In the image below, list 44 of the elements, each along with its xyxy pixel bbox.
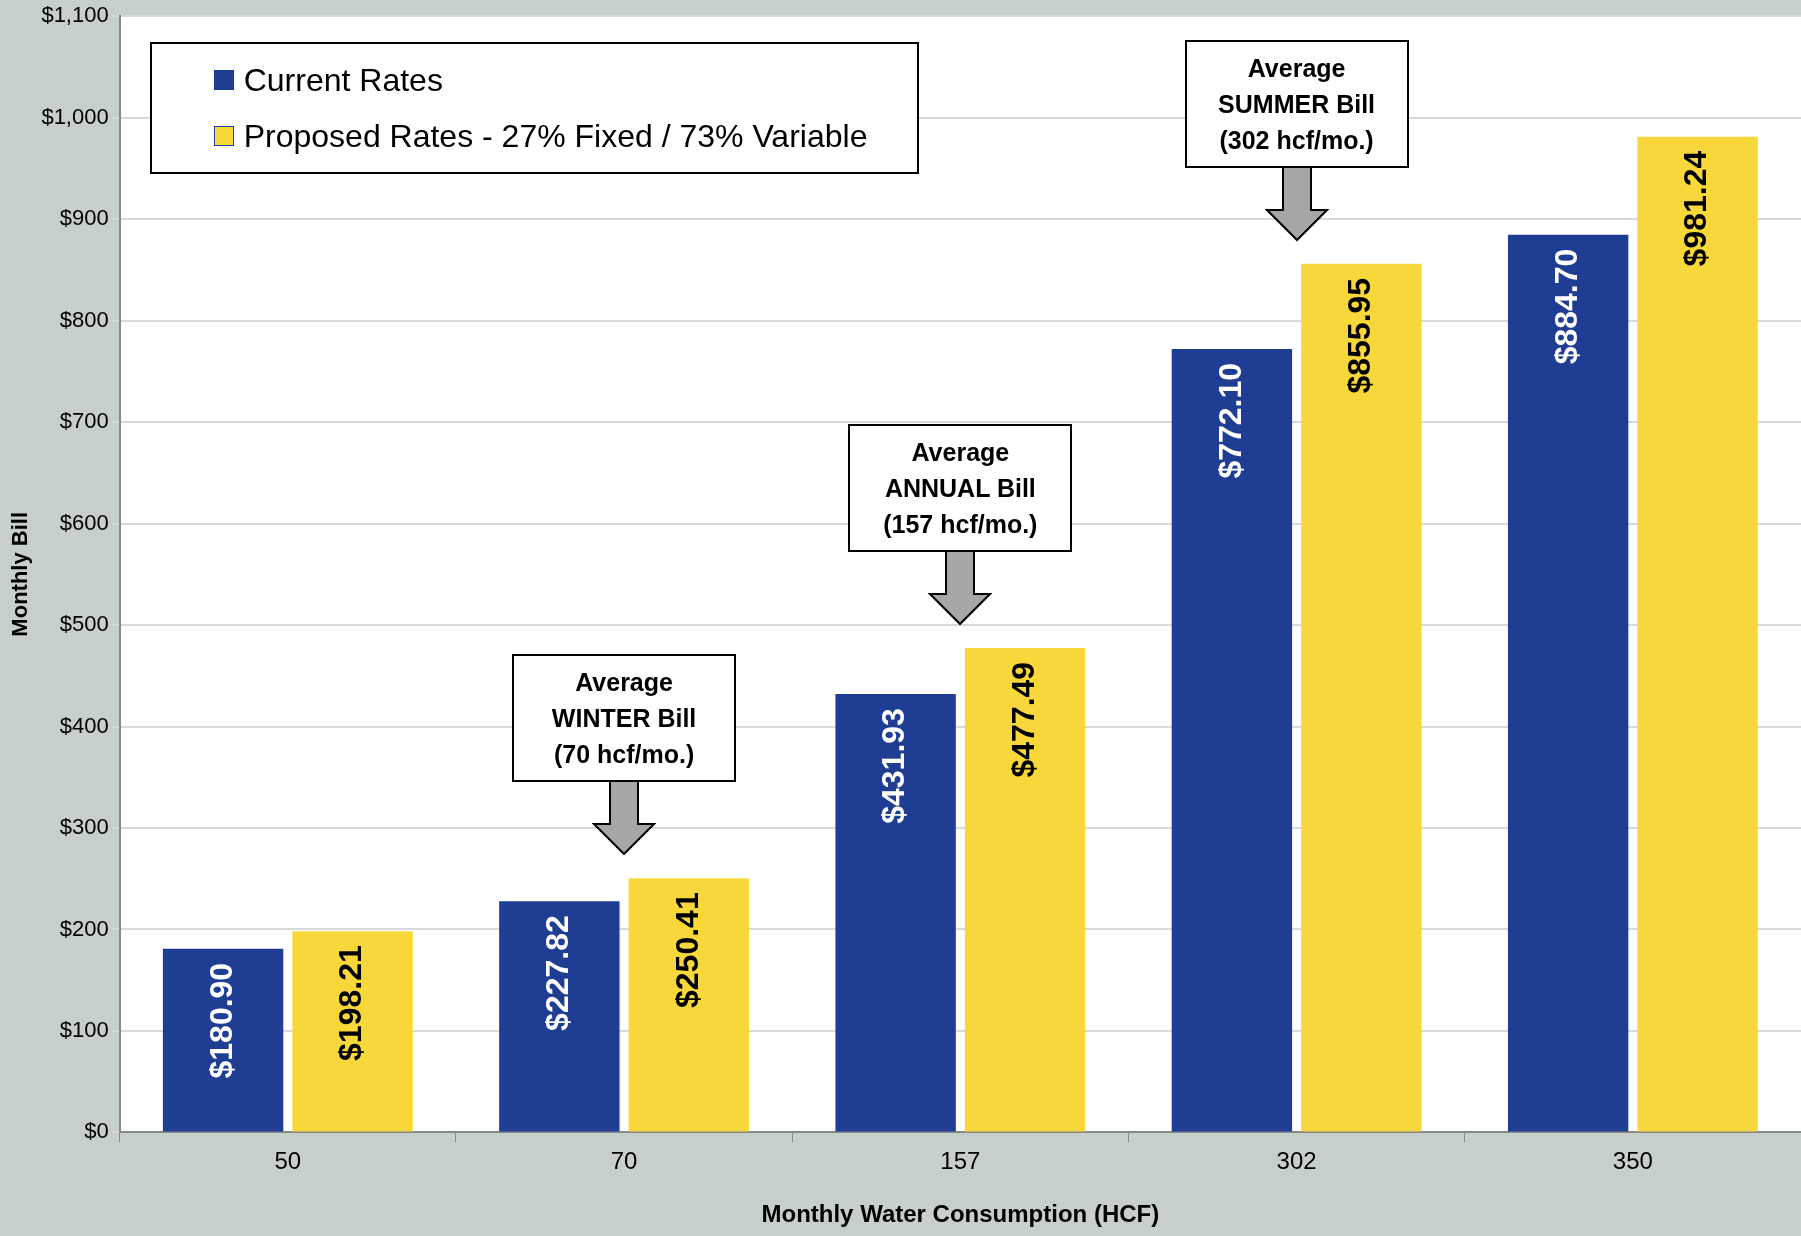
annotation: Average ANNUAL Bill (157 hcf/mo.)	[848, 423, 1073, 552]
legend-label: Proposed Rates - 27% Fixed / 73% Variable	[243, 117, 868, 155]
bar	[1637, 136, 1758, 1132]
y-tick-label: $400	[59, 712, 109, 738]
y-tick-label: $600	[59, 509, 109, 535]
text: $477.49	[1004, 661, 1041, 778]
y-tick-label: $200	[59, 915, 109, 941]
y-tick-label: $900	[59, 205, 109, 231]
x-tick-label: 302	[1276, 1147, 1317, 1175]
text: $855.95	[1341, 277, 1378, 394]
text: $198.21	[332, 945, 369, 1061]
x-tick-label: 50	[274, 1147, 302, 1175]
text: $431.93	[875, 708, 912, 824]
annotation: Average WINTER Bill (70 hcf/mo.)	[512, 654, 737, 783]
bar	[628, 878, 750, 1132]
bar	[1301, 263, 1422, 1132]
y-tick-label: $100	[59, 1016, 109, 1042]
y-tick-label: $500	[59, 611, 109, 637]
x-axis-title: Monthly Water Consumption (HCF)	[761, 1200, 1160, 1228]
bar	[964, 647, 1086, 1132]
annotation: Average SUMMER Bill (302 hcf/mo.)	[1184, 39, 1409, 168]
x-tick-label: 350	[1612, 1147, 1653, 1175]
text: $227.82	[539, 915, 576, 1031]
y-tick-label: $1,000	[41, 103, 109, 129]
bar	[835, 694, 956, 1132]
y-tick-label: $300	[59, 814, 109, 840]
y-tick-label: $700	[59, 408, 109, 434]
y-axis-title: Monthly Bill	[7, 511, 33, 637]
text: $250.41	[668, 892, 705, 1008]
text: $981.24	[1677, 150, 1714, 267]
x-tick-label: 157	[940, 1147, 981, 1175]
y-tick-label: $1,100	[41, 2, 109, 28]
bar	[499, 901, 620, 1132]
bar	[292, 931, 413, 1132]
y-tick-label: $800	[59, 306, 109, 332]
y-tick-label: $0	[84, 1118, 109, 1144]
legend-label: Current Rates	[243, 61, 443, 99]
text: $884.70	[1547, 248, 1584, 365]
text: $180.90	[202, 962, 239, 1079]
bar	[162, 948, 284, 1132]
x-tick-label: 70	[610, 1147, 638, 1175]
bar	[1171, 348, 1293, 1132]
text: $772.10	[1211, 362, 1248, 479]
bar	[1507, 234, 1629, 1132]
